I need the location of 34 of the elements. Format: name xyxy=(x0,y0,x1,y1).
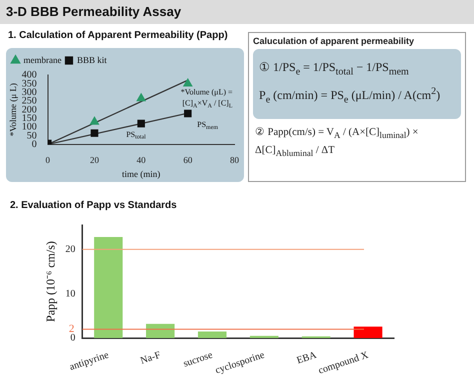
x-tick-label: 60 xyxy=(183,155,193,166)
chart-title: 2. Evaluation of Papp vs Standards xyxy=(9,200,178,213)
text: ② Papp(cm/s) = V$_{A}$ / (A×[C]$_{luminal}$) × Δ[C]$_{Abluminal}$ / ΔT xyxy=(255,126,418,158)
x-tick-label: EBA xyxy=(295,349,319,366)
x-tick-label: 0 xyxy=(46,155,51,166)
text: Caluculation of apparent permeability xyxy=(253,36,416,46)
ref-line-label: 2 xyxy=(68,323,74,336)
chart-subtitle: 1. Calculation of Apparent Permeability (Papp) xyxy=(8,30,228,41)
y-tick-label: 300 xyxy=(22,86,37,98)
legend-label: membrane xyxy=(24,54,62,65)
y-tick-label: 150 xyxy=(22,113,37,124)
x-tick-label: 40 xyxy=(136,155,146,166)
x-tick-label: 20 xyxy=(90,155,100,166)
y-tick-label: 400 xyxy=(22,70,37,81)
text: ① 1/PS$_{e}$ = 1/PS$_{total}$ − 1/PS$_{mem}$ xyxy=(259,59,410,80)
chart-title: 3-D BBB Permeability Assay xyxy=(0,0,474,24)
x-tick-label: antipyrine xyxy=(68,350,111,374)
y-tick-label: 0 xyxy=(70,332,76,344)
x-axis-title: time (min) xyxy=(122,168,160,179)
y-tick-label: 200 xyxy=(22,104,37,116)
y-axis-title: Papp (10⁻⁶ cm/s) xyxy=(43,241,58,322)
text: P$_{e}$ (cm/min) = PS$_{e}$ (μL/min) / A(cm$^{2}$) xyxy=(259,85,442,108)
y-tick-label: 250 xyxy=(22,96,37,107)
y-tick-label: 10 xyxy=(65,288,76,300)
x-tick-label: Na-F xyxy=(139,350,162,367)
y-tick-label: 0 xyxy=(32,139,37,150)
x-tick-label: sucrose xyxy=(182,350,215,370)
x-tick-label: 80 xyxy=(230,155,240,166)
y-tick-label: 50 xyxy=(26,130,37,142)
y-tick-label: 350 xyxy=(22,78,37,90)
y-tick-label: 100 xyxy=(22,122,37,133)
legend-label: BBB kit xyxy=(76,54,108,65)
y-axis-title: *Volume (μ L) xyxy=(8,83,18,136)
y-tick-label: 20 xyxy=(65,244,76,256)
